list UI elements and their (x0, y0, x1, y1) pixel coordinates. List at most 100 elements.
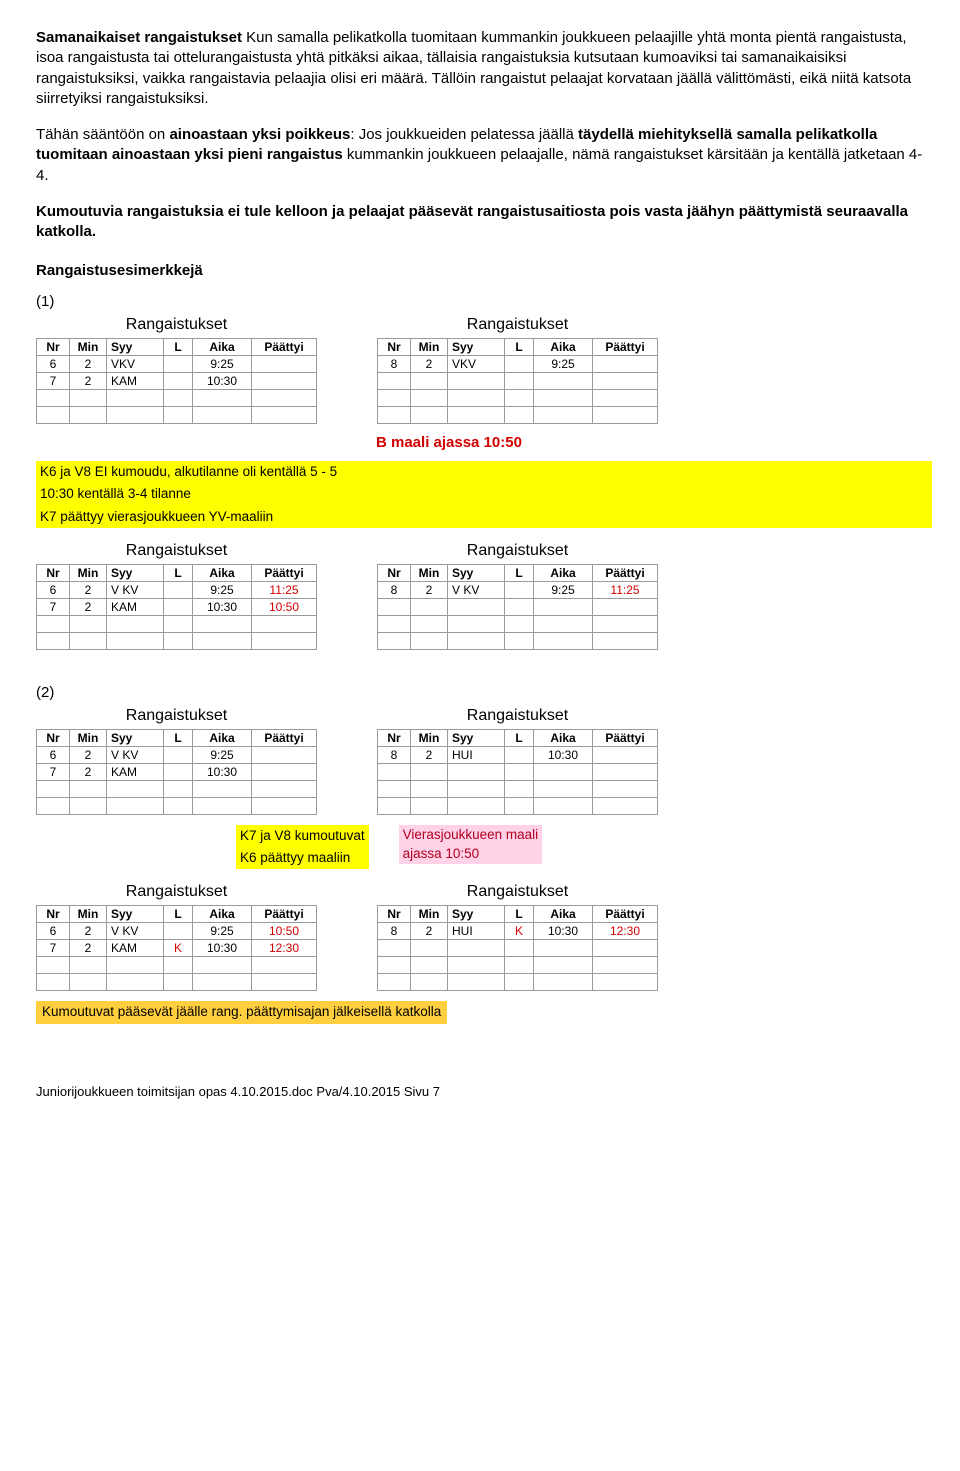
cell: V KV (107, 746, 164, 763)
col-min: Min (70, 906, 107, 923)
col-l: L (505, 564, 534, 581)
col-syy: Syy (107, 729, 164, 746)
col-paattyi: Päättyi (593, 339, 658, 356)
col-syy: Syy (448, 729, 505, 746)
cell: 9:25 (193, 746, 252, 763)
cell: 2 (411, 581, 448, 598)
ex1-yellow-l1: K6 ja V8 EI kumoudu, alkutilanne oli ken… (36, 461, 932, 483)
table-title: Rangaistukset (37, 879, 317, 906)
cell: 10:30 (534, 923, 593, 940)
cell: 9:25 (534, 581, 593, 598)
table-row: 7 2 KAM K 10:30 12:30 (37, 940, 317, 957)
cell: 10:30 (193, 598, 252, 615)
examples-heading: Rangaistusesimerkkejä (36, 262, 932, 279)
cell: V KV (107, 923, 164, 940)
table-row: 8 2 VKV 9:25 (378, 356, 658, 373)
col-aika: Aika (534, 339, 593, 356)
col-paattyi: Päättyi (252, 339, 317, 356)
cell: VKV (107, 356, 164, 373)
cell: 7 (37, 598, 70, 615)
col-syy: Syy (107, 564, 164, 581)
cell: 2 (70, 763, 107, 780)
cell: KAM (107, 940, 164, 957)
para1-lead: Samanaikaiset rangaistukset (36, 29, 242, 46)
ex1-top-row: Rangaistukset Nr Min Syy L Aika Päättyi … (36, 312, 932, 424)
ex2-yellow-note: K7 ja V8 kumoutuvat K6 päättyy maaliin (236, 825, 369, 869)
p2c: : Jos joukkueiden pelatessa jäällä (350, 126, 578, 143)
cell: 9:25 (193, 356, 252, 373)
cell: 6 (37, 746, 70, 763)
table-row: 7 2 KAM 10:30 (37, 763, 317, 780)
cell: 2 (70, 598, 107, 615)
cell: 10:50 (252, 923, 317, 940)
col-syy: Syy (107, 339, 164, 356)
col-nr: Nr (37, 339, 70, 356)
col-nr: Nr (378, 564, 411, 581)
col-aika: Aika (534, 729, 593, 746)
ex1-label: (1) (36, 293, 932, 310)
cell: 2 (70, 581, 107, 598)
p2a: Tähän sääntöön on (36, 126, 169, 143)
cell: 9:25 (534, 356, 593, 373)
col-min: Min (411, 906, 448, 923)
col-syy: Syy (448, 564, 505, 581)
col-min: Min (411, 729, 448, 746)
table-row: 6 2 V KV 9:25 11:25 (37, 581, 317, 598)
cell (164, 746, 193, 763)
cell: 11:25 (252, 581, 317, 598)
cell: V KV (448, 581, 505, 598)
ex2-pink-l1: Vierasjoukkueen maali (399, 825, 543, 845)
col-paattyi: Päättyi (252, 906, 317, 923)
table-row: 8 2 HUI K 10:30 12:30 (378, 923, 658, 940)
col-l: L (505, 339, 534, 356)
ex2-orange-note: Kumoutuvat pääsevät jäälle rang. päättym… (36, 1001, 447, 1023)
cell (252, 763, 317, 780)
table-title: Rangaistukset (37, 538, 317, 565)
page-footer: Juniorijoukkueen toimitsijan opas 4.10.2… (36, 1084, 932, 1099)
col-l: L (164, 906, 193, 923)
cell: 10:30 (193, 940, 252, 957)
col-paattyi: Päättyi (593, 729, 658, 746)
cell: 10:30 (534, 746, 593, 763)
col-nr: Nr (378, 906, 411, 923)
table-title: Rangaistukset (37, 312, 317, 339)
ex1-right-bot-table: Rangaistukset Nr Min Syy L Aika Päättyi … (377, 538, 658, 650)
cell: 9:25 (193, 923, 252, 940)
col-min: Min (70, 564, 107, 581)
col-min: Min (70, 729, 107, 746)
col-aika: Aika (534, 906, 593, 923)
table-title: Rangaistukset (37, 703, 317, 730)
cell: 12:30 (252, 940, 317, 957)
cell (593, 746, 658, 763)
cell: 2 (70, 746, 107, 763)
ex2-right-top-table: Rangaistukset Nr Min Syy L Aika Päättyi … (377, 703, 658, 815)
cell: 2 (70, 373, 107, 390)
ex2-bot-row: Rangaistukset Nr Min Syy L Aika Päättyi … (36, 879, 932, 991)
ex1-bot-row: Rangaistukset Nr Min Syy L Aika Päättyi … (36, 538, 932, 650)
ex1-left-bot-table: Rangaistukset Nr Min Syy L Aika Päättyi … (36, 538, 317, 650)
cell (164, 923, 193, 940)
col-l: L (505, 729, 534, 746)
table-row: 6 2 V KV 9:25 10:50 (37, 923, 317, 940)
ex2-right-bot-table: Rangaistukset Nr Min Syy L Aika Päättyi … (377, 879, 658, 991)
cell (164, 373, 193, 390)
cell (593, 356, 658, 373)
paragraph-3: Kumoutuvia rangaistuksia ei tule kelloon… (36, 202, 932, 243)
col-nr: Nr (378, 339, 411, 356)
cell: K (505, 923, 534, 940)
col-l: L (164, 729, 193, 746)
ex2-label: (2) (36, 684, 932, 701)
table-title: Rangaistukset (378, 538, 658, 565)
ex1-note-red: B maali ajassa 10:50 (376, 434, 522, 451)
ex2-yellow-l1: K7 ja V8 kumoutuvat (236, 825, 369, 847)
cell (505, 356, 534, 373)
col-syy: Syy (107, 906, 164, 923)
table-row: 6 2 V KV 9:25 (37, 746, 317, 763)
cell: 2 (70, 940, 107, 957)
cell: 9:25 (193, 581, 252, 598)
cell: 2 (70, 356, 107, 373)
col-nr: Nr (378, 729, 411, 746)
cell: 2 (70, 923, 107, 940)
table-row: 6 2 VKV 9:25 (37, 356, 317, 373)
ex2-yellow-l2: K6 päättyy maaliin (236, 847, 369, 869)
